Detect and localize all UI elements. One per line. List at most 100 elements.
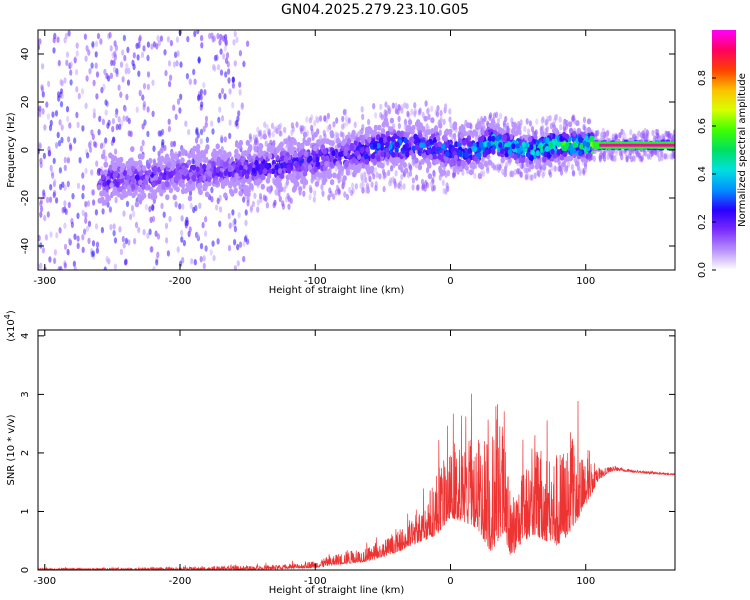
heatmap-cell [156, 186, 161, 193]
heatmap-cell [419, 142, 424, 149]
heatmap-cell [124, 237, 128, 245]
heatmap-cell [368, 127, 373, 134]
heatmap-cell [188, 78, 192, 85]
heatmap-cell [224, 177, 230, 184]
heatmap-cell [322, 129, 326, 137]
heatmap-cell [360, 134, 365, 141]
heatmap-cell [491, 162, 495, 169]
heatmap-cell [164, 222, 169, 230]
heatmap-cell [65, 106, 70, 113]
heatmap-cell [223, 136, 227, 143]
heatmap-cell [236, 153, 241, 160]
heatmap-cell [48, 196, 53, 203]
heatmap-cell [606, 129, 610, 136]
heatmap-cell [73, 233, 77, 240]
heatmap-cell [126, 79, 131, 86]
heatmap-cell [175, 60, 179, 67]
heatmap-cell [494, 164, 498, 171]
heatmap-cell [231, 101, 235, 109]
heatmap-cell [321, 190, 325, 198]
heatmap-cell [111, 118, 115, 125]
heatmap-cell [174, 51, 178, 58]
heatmap-band-peak [599, 143, 675, 147]
heatmap-cell [578, 150, 583, 157]
heatmap-cell [146, 71, 151, 78]
heatmap-cell [104, 99, 108, 106]
heatmap-cell [108, 206, 112, 213]
heatmap-cell [347, 117, 351, 124]
heatmap-cell [374, 167, 378, 174]
heatmap-cell [192, 145, 197, 152]
heatmap-cell [361, 124, 365, 131]
heatmap-cell [99, 190, 104, 197]
heatmap-cell [478, 136, 483, 143]
heatmap-cell [197, 95, 201, 102]
heatmap-cell [389, 126, 394, 133]
heatmap-cell [343, 191, 347, 198]
heatmap-cell [111, 125, 115, 133]
heatmap-cell [94, 209, 98, 216]
heatmap-cell [64, 208, 68, 215]
colorbar-tick-label: 0.8 [697, 70, 708, 86]
heatmap-cell [139, 194, 145, 201]
heatmap-cell [184, 219, 188, 226]
heatmap-cell [432, 153, 437, 160]
heatmap-cell [87, 220, 92, 227]
heatmap-cell [507, 157, 512, 164]
heatmap-cell [348, 186, 352, 194]
heatmap-cell [320, 183, 324, 191]
heatmap-cell [161, 142, 165, 149]
heatmap-cell [314, 181, 320, 187]
heatmap-cell [264, 140, 268, 147]
heatmap-cell [105, 256, 109, 263]
heatmap-cell [41, 247, 46, 254]
heatmap-cell [65, 51, 70, 58]
heatmap-cell [152, 41, 156, 48]
heatmap-cell [120, 192, 126, 199]
heatmap-cell [271, 131, 275, 138]
heatmap-cell [216, 33, 220, 40]
heatmap-cell [113, 163, 118, 170]
heatmap-cell [244, 219, 248, 227]
heatmap-cell [312, 196, 316, 203]
heatmap-cell [358, 129, 362, 136]
heatmap-cell [290, 122, 294, 129]
heatmap-cell [394, 170, 398, 177]
heatmap-cell [85, 225, 90, 232]
heatmap-cell [259, 133, 263, 140]
heatmap-cell [172, 194, 177, 201]
heatmap-cell [91, 41, 95, 48]
heatmap-cell [332, 121, 336, 128]
heatmap-cell [162, 211, 166, 218]
heatmap-cell [112, 59, 116, 66]
heatmap-cell [204, 121, 208, 128]
heatmap-cell [377, 124, 382, 131]
heatmap-cell [329, 161, 334, 168]
x-axis-label-bottom: Height of straight line (km) [269, 585, 405, 596]
heatmap-cell [189, 202, 193, 210]
heatmap-cell [383, 171, 387, 179]
heatmap-cell [233, 225, 237, 233]
heatmap-cell [302, 170, 308, 177]
heatmap-cell [393, 180, 397, 188]
heatmap-cell [405, 151, 410, 158]
heatmap-cell [407, 119, 413, 126]
heatmap-cell [58, 119, 62, 126]
heatmap-cell [486, 141, 492, 148]
heatmap-cell [521, 157, 526, 164]
heatmap-cell [38, 234, 41, 242]
heatmap-cell [63, 243, 68, 251]
heatmap-cell [436, 105, 440, 112]
heatmap-cell [199, 138, 203, 145]
heatmap-cell [477, 173, 483, 180]
heatmap-cell [462, 139, 467, 146]
heatmap-cell [554, 113, 559, 121]
heatmap-cell [409, 136, 414, 143]
heatmap-cell [298, 186, 303, 192]
heatmap-cell [491, 144, 497, 151]
heatmap-cell [471, 146, 476, 152]
heatmap-cell [134, 161, 139, 167]
heatmap-cell [237, 142, 242, 149]
heatmap-cell [52, 47, 56, 54]
heatmap-cell [223, 93, 227, 100]
